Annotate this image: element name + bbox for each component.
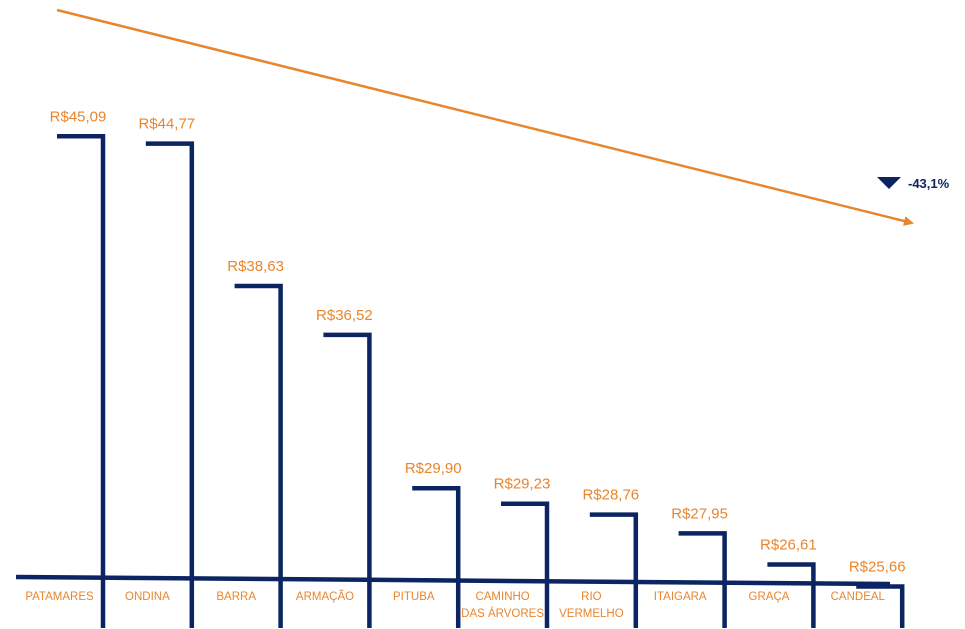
bar: [323, 332, 372, 628]
value-label: R$44,77: [138, 116, 195, 133]
category-label: ONDINA: [125, 591, 170, 603]
bar: [501, 501, 550, 628]
category-label: CAMINHO DAS ÁRVORES: [461, 591, 544, 620]
category-label: PATAMARES: [25, 591, 94, 603]
value-label: R$38,63: [227, 258, 284, 275]
bar: [767, 562, 816, 628]
change-percent-label: -43,1%: [908, 176, 950, 191]
category-label: CANDEAL: [831, 591, 886, 603]
bar: [57, 134, 106, 628]
bar: [589, 512, 639, 628]
category-label: ARMAÇÃO: [296, 590, 354, 603]
bar: [856, 584, 905, 628]
value-label: R$29,90: [405, 460, 462, 477]
value-label: R$26,61: [760, 536, 817, 553]
trend-arrow: [56, 8, 914, 226]
value-label: R$27,95: [671, 505, 728, 522]
bar: [145, 141, 195, 628]
category-label: GRAÇA: [749, 591, 790, 603]
category-label: RIO VERMELHO: [559, 591, 624, 620]
value-label: R$29,23: [494, 476, 551, 493]
category-label: ITAIGARA: [654, 591, 707, 603]
bar: [412, 485, 461, 628]
value-label: R$45,09: [50, 108, 107, 125]
x-axis-baseline: [15, 574, 891, 587]
value-label: R$28,76: [582, 487, 639, 504]
category-label: PITUBA: [393, 591, 435, 603]
value-label: R$36,52: [316, 307, 373, 324]
bar: [234, 283, 283, 628]
value-label: R$25,66: [849, 558, 906, 575]
triangle-down-icon: [877, 177, 901, 189]
category-label: BARRA: [216, 591, 256, 603]
bar: [678, 531, 727, 628]
